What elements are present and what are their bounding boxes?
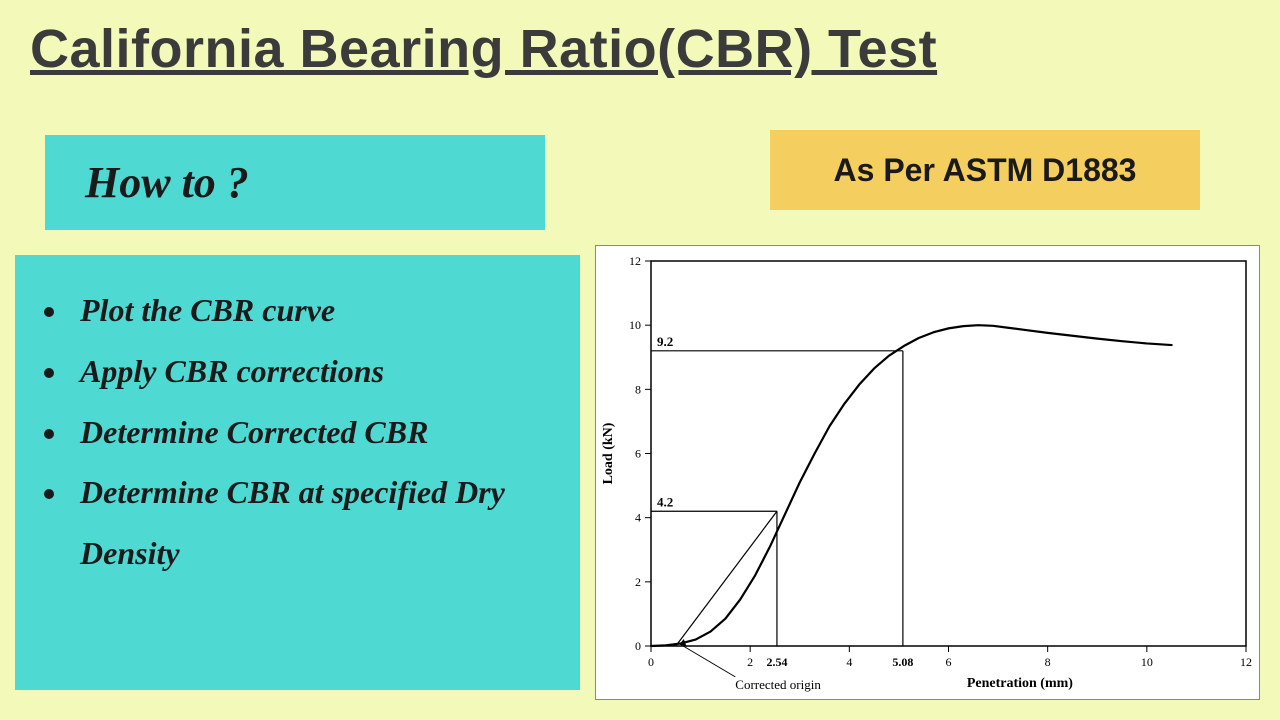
astm-box: As Per ASTM D1883 (770, 130, 1200, 210)
svg-text:10: 10 (1141, 655, 1153, 669)
svg-text:Penetration (mm): Penetration (mm) (967, 676, 1073, 691)
list-item: Determine Corrected CBR (70, 402, 560, 463)
svg-text:8: 8 (1045, 655, 1051, 669)
svg-text:2: 2 (747, 655, 753, 669)
svg-text:6: 6 (946, 655, 952, 669)
svg-text:10: 10 (629, 318, 641, 332)
svg-text:4: 4 (635, 511, 641, 525)
svg-text:5.08: 5.08 (892, 655, 913, 669)
list-item: Plot the CBR curve (70, 280, 560, 341)
svg-text:4.2: 4.2 (657, 494, 673, 509)
svg-text:0: 0 (635, 639, 641, 653)
svg-text:12: 12 (629, 254, 641, 268)
svg-text:0: 0 (648, 655, 654, 669)
svg-text:2: 2 (635, 575, 641, 589)
svg-text:8: 8 (635, 382, 641, 396)
svg-text:9.2: 9.2 (657, 334, 673, 349)
svg-text:6: 6 (635, 447, 641, 461)
svg-text:4: 4 (846, 655, 852, 669)
cbr-chart-svg: 0 2 4 6 8 10 12 0 2 4 6 8 10 12 Penetration (mm) Load (… (596, 246, 1261, 701)
howto-box: How to ? (45, 135, 545, 230)
bullet-list-box: Plot the CBR curve Apply CBR corrections… (15, 255, 580, 690)
svg-text:Corrected origin: Corrected origin (735, 677, 821, 692)
howto-label: How to ? (85, 157, 249, 208)
page-title: California Bearing Ratio(CBR) Test (0, 0, 1280, 90)
bullet-list: Plot the CBR curve Apply CBR corrections… (70, 280, 560, 584)
svg-text:2.54: 2.54 (766, 655, 787, 669)
astm-label: As Per ASTM D1883 (834, 152, 1137, 189)
svg-text:Load (kN): Load (kN) (601, 422, 616, 484)
list-item: Apply CBR corrections (70, 341, 560, 402)
list-item: Determine CBR at specified Dry Density (70, 462, 560, 584)
cbr-chart: 0 2 4 6 8 10 12 0 2 4 6 8 10 12 Penetration (mm) Load (… (595, 245, 1260, 700)
svg-text:12: 12 (1240, 655, 1252, 669)
